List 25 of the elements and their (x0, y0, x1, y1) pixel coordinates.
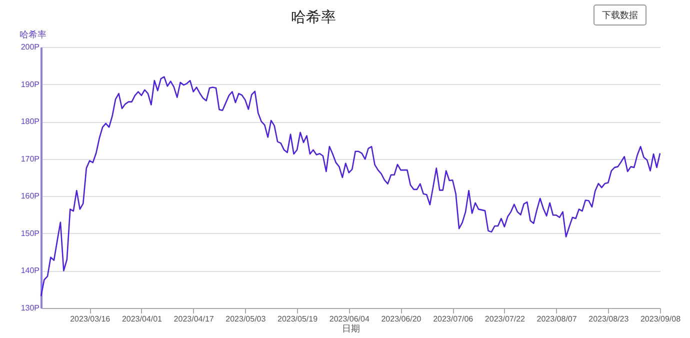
x-tick-label: 2023/04/17 (174, 314, 214, 324)
y-tick-label: 130P (20, 304, 40, 312)
y-axis-title: 哈希率 (20, 30, 46, 40)
x-tick-label: 2023/05/19 (278, 314, 318, 324)
x-tick-label: 2023/07/06 (433, 314, 474, 324)
x-tick-label: 2023/05/03 (226, 314, 266, 324)
y-tick-label: 160P (20, 192, 40, 201)
text: 下载数据 (602, 10, 638, 20)
y-tick-label: 190P (20, 80, 40, 89)
x-tick-label: 2023/08/23 (588, 314, 630, 324)
y-tick-label: 200P (20, 42, 40, 52)
x-axis-title: 日期 (342, 324, 360, 334)
y-tick-label: 170P (20, 154, 40, 164)
x-tick-label: 2023/08/07 (536, 314, 578, 324)
y-tick-label: 150P (20, 228, 40, 238)
line-series (40, 76, 661, 297)
x-tick-label: 2023/06/04 (329, 314, 370, 324)
chart-title: 哈希率 (291, 9, 336, 26)
x-tick-label: 2023/07/22 (484, 314, 526, 324)
y-tick-label: 180P (20, 117, 40, 126)
x-tick-label: 2023/04/01 (122, 314, 163, 324)
x-tick-label: 2023/03/16 (70, 314, 111, 324)
x-tick-label: 2023/09/08 (640, 314, 682, 324)
y-tick-label: 140P (20, 266, 40, 276)
x-tick-label: 2023/06/20 (381, 314, 422, 324)
